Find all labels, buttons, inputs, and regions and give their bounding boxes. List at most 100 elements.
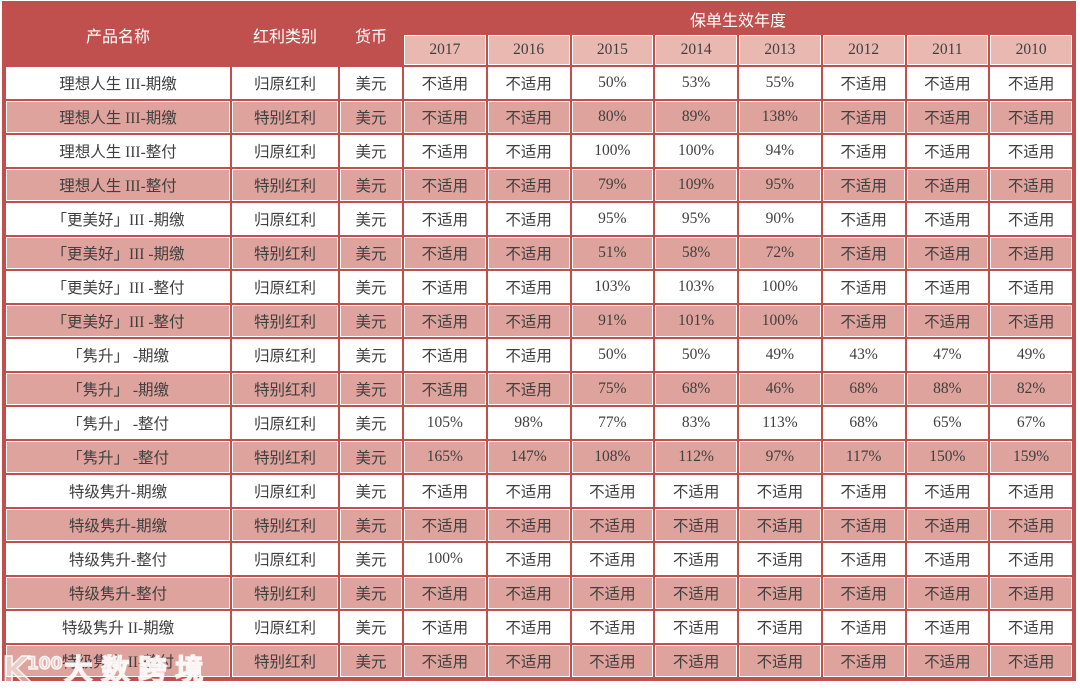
header-currency: 货币 bbox=[340, 5, 402, 65]
value-cell: 50% bbox=[571, 67, 654, 99]
value-cell: 不适用 bbox=[822, 67, 905, 99]
value-cell: 不适用 bbox=[404, 305, 486, 337]
category-cell: 归原红利 bbox=[232, 543, 338, 575]
value-cell: 不适用 bbox=[739, 577, 821, 609]
category-cell: 特别红利 bbox=[232, 101, 338, 133]
value-cell: 95% bbox=[655, 203, 737, 235]
table-row: 「隽升」 -期缴 特别红利 美元 不适用 不适用 75% 68% 46% 68%… bbox=[6, 373, 1072, 405]
year-header-cell: 2011 bbox=[906, 35, 989, 65]
currency-cell: 美元 bbox=[340, 339, 402, 371]
value-cell: 不适用 bbox=[990, 645, 1072, 677]
table-row: 理想人生 III-整付 特别红利 美元 不适用 不适用 79% 109% 95%… bbox=[6, 169, 1072, 201]
value-cell: 不适用 bbox=[990, 305, 1072, 337]
value-cell: 47% bbox=[906, 339, 989, 371]
value-cell: 不适用 bbox=[404, 339, 486, 371]
value-cell: 不适用 bbox=[739, 543, 821, 575]
currency-cell: 美元 bbox=[340, 611, 402, 643]
value-cell: 100% bbox=[739, 305, 821, 337]
category-cell: 归原红利 bbox=[232, 475, 338, 507]
currency-cell: 美元 bbox=[340, 203, 402, 235]
value-cell: 不适用 bbox=[822, 475, 905, 507]
value-cell: 不适用 bbox=[822, 645, 905, 677]
value-cell: 103% bbox=[655, 271, 737, 303]
product-cell: 理想人生 III-期缴 bbox=[6, 67, 230, 99]
value-cell: 不适用 bbox=[404, 475, 486, 507]
value-cell: 不适用 bbox=[571, 611, 654, 643]
value-cell: 不适用 bbox=[487, 271, 570, 303]
value-cell: 不适用 bbox=[739, 645, 821, 677]
value-cell: 101% bbox=[655, 305, 737, 337]
value-cell: 89% bbox=[655, 101, 737, 133]
value-cell: 不适用 bbox=[571, 509, 654, 541]
value-cell: 112% bbox=[655, 441, 737, 473]
table-row: 「更美好」III -整付 特别红利 美元 不适用 不适用 91% 101% 10… bbox=[6, 305, 1072, 337]
value-cell: 不适用 bbox=[822, 101, 905, 133]
value-cell: 不适用 bbox=[990, 475, 1072, 507]
value-cell: 不适用 bbox=[655, 611, 737, 643]
value-cell: 不适用 bbox=[487, 67, 570, 99]
value-cell: 不适用 bbox=[487, 237, 570, 269]
value-cell: 不适用 bbox=[990, 271, 1072, 303]
value-cell: 不适用 bbox=[822, 271, 905, 303]
value-cell: 109% bbox=[655, 169, 737, 201]
value-cell: 不适用 bbox=[990, 237, 1072, 269]
value-cell: 不适用 bbox=[571, 475, 654, 507]
value-cell: 不适用 bbox=[487, 577, 570, 609]
value-cell: 97% bbox=[739, 441, 821, 473]
value-cell: 不适用 bbox=[822, 611, 905, 643]
value-cell: 68% bbox=[822, 373, 905, 405]
header-category: 红利类别 bbox=[232, 5, 338, 65]
value-cell: 不适用 bbox=[404, 169, 486, 201]
table-row: 特级隽升-期缴 特别红利 美元 不适用 不适用 不适用 不适用 不适用 不适用 … bbox=[6, 509, 1072, 541]
value-cell: 不适用 bbox=[487, 645, 570, 677]
year-header-cell: 2010 bbox=[990, 35, 1072, 65]
value-cell: 不适用 bbox=[404, 203, 486, 235]
value-cell: 不适用 bbox=[822, 305, 905, 337]
value-cell: 不适用 bbox=[906, 203, 989, 235]
value-cell: 95% bbox=[739, 169, 821, 201]
table-row: 「隽升」 -期缴 归原红利 美元 不适用 不适用 50% 50% 49% 43%… bbox=[6, 339, 1072, 371]
value-cell: 不适用 bbox=[487, 611, 570, 643]
table-row: 特级隽升-整付 特别红利 美元 不适用 不适用 不适用 不适用 不适用 不适用 … bbox=[6, 577, 1072, 609]
value-cell: 159% bbox=[990, 441, 1072, 473]
value-cell: 不适用 bbox=[487, 475, 570, 507]
year-header-cell: 2013 bbox=[739, 35, 821, 65]
value-cell: 不适用 bbox=[404, 645, 486, 677]
currency-cell: 美元 bbox=[340, 101, 402, 133]
value-cell: 65% bbox=[906, 407, 989, 439]
currency-cell: 美元 bbox=[340, 169, 402, 201]
table-row: 理想人生 III-期缴 归原红利 美元 不适用 不适用 50% 53% 55% … bbox=[6, 67, 1072, 99]
value-cell: 不适用 bbox=[906, 237, 989, 269]
currency-cell: 美元 bbox=[340, 305, 402, 337]
table-row: 「隽升」 -整付 特别红利 美元 165% 147% 108% 112% 97%… bbox=[6, 441, 1072, 473]
value-cell: 83% bbox=[655, 407, 737, 439]
value-cell: 82% bbox=[990, 373, 1072, 405]
category-cell: 归原红利 bbox=[232, 67, 338, 99]
table-header: 产品名称 红利类别 货币 保单生效年度 2017 2016 2015 2014 2013… bbox=[6, 5, 1072, 65]
currency-cell: 美元 bbox=[340, 373, 402, 405]
value-cell: 不适用 bbox=[990, 135, 1072, 167]
category-cell: 归原红利 bbox=[232, 135, 338, 167]
value-cell: 不适用 bbox=[739, 475, 821, 507]
header-year-group: 保单生效年度 bbox=[404, 5, 1072, 33]
value-cell: 88% bbox=[906, 373, 989, 405]
currency-cell: 美元 bbox=[340, 271, 402, 303]
currency-cell: 美元 bbox=[340, 407, 402, 439]
value-cell: 68% bbox=[655, 373, 737, 405]
value-cell: 不适用 bbox=[487, 169, 570, 201]
table-row: 特级隽升-期缴 归原红利 美元 不适用 不适用 不适用 不适用 不适用 不适用 … bbox=[6, 475, 1072, 507]
value-cell: 不适用 bbox=[487, 101, 570, 133]
product-cell: 「更美好」III -期缴 bbox=[6, 203, 230, 235]
product-cell: 特级隽升 II-整付 bbox=[6, 645, 230, 677]
value-cell: 不适用 bbox=[739, 611, 821, 643]
value-cell: 51% bbox=[571, 237, 654, 269]
value-cell: 不适用 bbox=[906, 135, 989, 167]
value-cell: 165% bbox=[404, 441, 486, 473]
currency-cell: 美元 bbox=[340, 441, 402, 473]
category-cell: 归原红利 bbox=[232, 203, 338, 235]
value-cell: 不适用 bbox=[655, 577, 737, 609]
value-cell: 不适用 bbox=[571, 645, 654, 677]
category-cell: 归原红利 bbox=[232, 407, 338, 439]
value-cell: 不适用 bbox=[990, 577, 1072, 609]
product-cell: 理想人生 III-整付 bbox=[6, 135, 230, 167]
